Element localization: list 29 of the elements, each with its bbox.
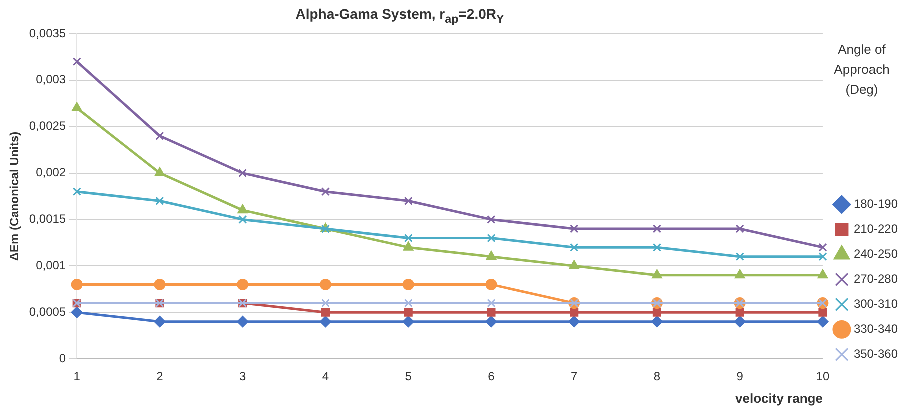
legend-label: 330-340 bbox=[854, 322, 898, 336]
y-tick-label: 0,001 bbox=[36, 258, 66, 272]
y-tick-label: 0,0015 bbox=[29, 212, 66, 226]
y-axis-title: ΔEm (Canonical Units) bbox=[8, 132, 22, 262]
x-tick-label: 6 bbox=[488, 370, 496, 384]
y-tick-label: 0,0005 bbox=[29, 304, 66, 319]
legend-label: 240-250 bbox=[854, 247, 898, 262]
legend-label: 350-360 bbox=[854, 347, 898, 362]
x-axis-title: velocity range bbox=[736, 390, 823, 406]
x-tick-label: 5 bbox=[405, 370, 412, 384]
x-tick-label: 7 bbox=[571, 370, 578, 384]
legend-title: Angle of Approach (Deg) bbox=[833, 41, 891, 99]
x-tick-label: 4 bbox=[322, 370, 330, 384]
x-tick-label: 3 bbox=[240, 370, 247, 384]
legend-label: 270-280 bbox=[854, 272, 898, 286]
x-tick-label: 2 bbox=[156, 370, 164, 384]
legend-label: 210-220 bbox=[854, 222, 898, 236]
x-tick-label: 10 bbox=[816, 370, 830, 384]
y-tick-label: 0,0035 bbox=[29, 26, 66, 40]
legend-label: 180-190 bbox=[854, 197, 898, 212]
chart-title: Alpha-Gama System, r$_{ap}$=2.0R$_{Y}$ bbox=[294, 6, 506, 26]
x-tick-label: 9 bbox=[736, 370, 744, 384]
x-tick-label: 8 bbox=[654, 370, 661, 384]
legend-label: 300-310 bbox=[854, 297, 898, 312]
y-tick-label: 0,002 bbox=[36, 166, 66, 180]
x-tick-label: 1 bbox=[74, 370, 81, 384]
y-tick-label: 0,003 bbox=[36, 72, 66, 87]
y-tick-label: 0,0025 bbox=[29, 119, 66, 134]
y-tick-label: 0 bbox=[59, 351, 66, 366]
